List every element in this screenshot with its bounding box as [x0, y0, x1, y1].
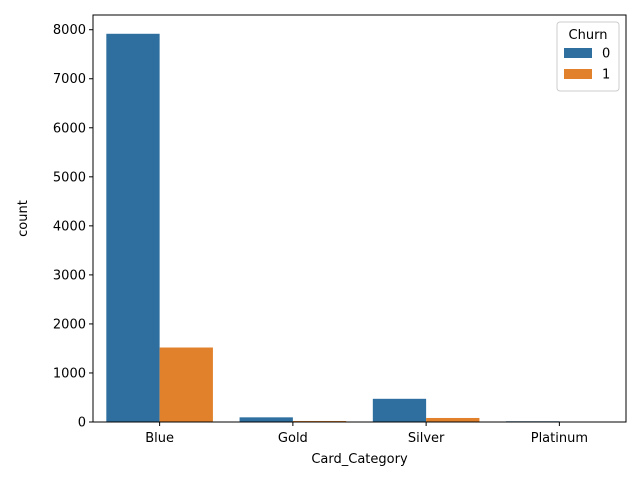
x-tick-label: Gold: [278, 431, 308, 446]
y-tick-label: 4000: [53, 219, 86, 234]
bar-silver-churn-1: [426, 417, 480, 422]
y-tick-label: 3000: [53, 268, 86, 283]
legend-title: Churn: [569, 28, 608, 43]
bar-gold-churn-0: [239, 417, 293, 422]
plot-frame: [92, 14, 627, 423]
x-axis: Blue Gold Silver Platinum: [145, 422, 588, 446]
bar-gold-churn-1: [292, 420, 347, 422]
y-tick-label: 8000: [53, 23, 86, 38]
y-axis-label: count: [16, 200, 31, 237]
y-tick-label: 6000: [53, 121, 86, 136]
y-tick-label: 0: [78, 416, 86, 431]
legend: Churn 0 1: [556, 21, 620, 92]
bar-blue-churn-0: [106, 33, 160, 422]
bars-group: [106, 33, 613, 422]
legend-entry-churn-1: 1: [602, 68, 610, 83]
x-tick-label: Blue: [145, 431, 174, 446]
y-tick-label: 5000: [53, 170, 86, 185]
bar-silver-churn-0: [372, 398, 427, 422]
y-tick-label: 7000: [53, 72, 86, 87]
x-tick-label: Platinum: [531, 431, 588, 446]
y-tick-label: 2000: [53, 317, 86, 332]
x-axis-label: Card_Category: [311, 452, 408, 467]
legend-entry-churn-0: 0: [602, 47, 610, 62]
y-axis: 0 1000 2000 3000 4000 5000 6000 7000 8000: [53, 23, 93, 431]
x-tick-label: Silver: [408, 431, 445, 446]
legend-swatch-churn-1: [564, 69, 592, 79]
legend-swatch-churn-0: [564, 48, 592, 58]
y-tick-label: 1000: [53, 366, 86, 381]
bar-blue-churn-1: [159, 347, 213, 422]
